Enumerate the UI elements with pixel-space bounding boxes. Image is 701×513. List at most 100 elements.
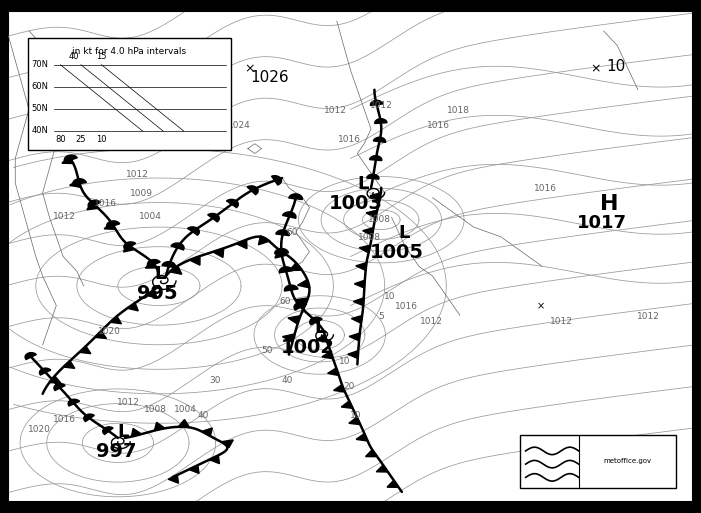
Text: 60: 60 xyxy=(287,228,298,238)
Polygon shape xyxy=(209,456,219,464)
Polygon shape xyxy=(362,228,374,235)
Polygon shape xyxy=(322,351,333,359)
Text: 995: 995 xyxy=(137,284,178,303)
Text: 1008: 1008 xyxy=(358,233,381,242)
Polygon shape xyxy=(349,333,360,341)
Text: 1018: 1018 xyxy=(447,106,470,115)
Polygon shape xyxy=(365,450,377,457)
Polygon shape xyxy=(334,385,345,392)
Text: metoffice.gov: metoffice.gov xyxy=(604,459,652,464)
Text: 1004: 1004 xyxy=(139,212,162,221)
Polygon shape xyxy=(189,256,200,265)
Text: 50: 50 xyxy=(261,346,273,355)
Text: in kt for 4.0 hPa intervals: in kt for 4.0 hPa intervals xyxy=(72,47,186,55)
Text: 1024: 1024 xyxy=(229,121,251,130)
Text: 1012: 1012 xyxy=(370,101,393,110)
Polygon shape xyxy=(354,280,365,288)
Polygon shape xyxy=(366,210,377,218)
Text: L: L xyxy=(398,224,409,242)
Polygon shape xyxy=(259,236,270,245)
Text: 40: 40 xyxy=(198,411,209,420)
Polygon shape xyxy=(375,119,387,124)
Polygon shape xyxy=(275,230,290,235)
Text: 1012: 1012 xyxy=(125,170,149,179)
Polygon shape xyxy=(371,101,383,106)
Polygon shape xyxy=(226,200,238,208)
Polygon shape xyxy=(349,417,360,425)
Text: 1012: 1012 xyxy=(64,143,87,152)
Text: 1012: 1012 xyxy=(116,398,139,407)
Text: 80: 80 xyxy=(55,135,66,144)
Polygon shape xyxy=(289,194,302,200)
Polygon shape xyxy=(202,428,212,436)
Polygon shape xyxy=(154,422,165,430)
Polygon shape xyxy=(275,249,287,258)
Polygon shape xyxy=(123,244,135,252)
Text: 30: 30 xyxy=(210,376,221,385)
Text: 40: 40 xyxy=(69,52,79,62)
Polygon shape xyxy=(294,302,306,310)
Polygon shape xyxy=(283,334,294,342)
Text: 10: 10 xyxy=(96,135,107,144)
Text: L: L xyxy=(357,175,369,193)
Text: ×: × xyxy=(244,63,254,75)
Polygon shape xyxy=(297,280,310,288)
Polygon shape xyxy=(370,193,381,201)
Polygon shape xyxy=(146,290,157,298)
Text: 1020: 1020 xyxy=(185,140,208,149)
Polygon shape xyxy=(68,399,79,406)
Polygon shape xyxy=(353,298,364,306)
Text: ×: × xyxy=(537,302,545,311)
Text: 997: 997 xyxy=(96,442,137,461)
Text: 70N: 70N xyxy=(32,60,48,69)
Polygon shape xyxy=(271,175,282,185)
Text: 1020: 1020 xyxy=(98,327,121,336)
Text: 1002: 1002 xyxy=(281,338,335,357)
Polygon shape xyxy=(356,433,367,441)
Polygon shape xyxy=(351,315,362,323)
Text: 1016: 1016 xyxy=(395,302,418,311)
Polygon shape xyxy=(279,267,293,273)
Polygon shape xyxy=(359,245,370,253)
Polygon shape xyxy=(189,465,199,473)
Polygon shape xyxy=(376,465,388,472)
Polygon shape xyxy=(69,180,81,187)
Text: 1016: 1016 xyxy=(114,130,137,140)
Polygon shape xyxy=(63,361,75,368)
Polygon shape xyxy=(49,376,61,383)
Polygon shape xyxy=(125,119,165,149)
Text: 5: 5 xyxy=(379,312,384,321)
Text: 1016: 1016 xyxy=(534,184,557,193)
Polygon shape xyxy=(127,303,138,311)
Text: 1012: 1012 xyxy=(637,312,660,321)
Polygon shape xyxy=(327,368,339,376)
Text: 1004: 1004 xyxy=(173,405,196,414)
Polygon shape xyxy=(79,346,91,353)
Polygon shape xyxy=(95,331,107,339)
Polygon shape xyxy=(207,213,219,222)
Polygon shape xyxy=(131,428,142,437)
Polygon shape xyxy=(213,248,224,258)
Polygon shape xyxy=(171,243,184,250)
Polygon shape xyxy=(25,352,36,360)
Text: 1012: 1012 xyxy=(53,212,76,221)
Polygon shape xyxy=(103,427,113,435)
Polygon shape xyxy=(104,222,116,229)
Polygon shape xyxy=(288,315,301,324)
Polygon shape xyxy=(275,248,288,254)
Text: 40: 40 xyxy=(282,376,293,385)
Text: 1005: 1005 xyxy=(370,243,424,262)
Polygon shape xyxy=(374,137,386,143)
Polygon shape xyxy=(168,475,179,483)
Polygon shape xyxy=(222,440,233,448)
Text: 20: 20 xyxy=(343,382,355,391)
Polygon shape xyxy=(285,285,298,291)
Polygon shape xyxy=(110,316,121,324)
Polygon shape xyxy=(147,260,160,267)
Text: 1016: 1016 xyxy=(427,121,449,130)
Text: L: L xyxy=(314,319,325,337)
Text: ×: × xyxy=(590,63,601,75)
Bar xyxy=(520,435,676,488)
Text: 1009: 1009 xyxy=(130,189,154,198)
Polygon shape xyxy=(387,480,399,487)
